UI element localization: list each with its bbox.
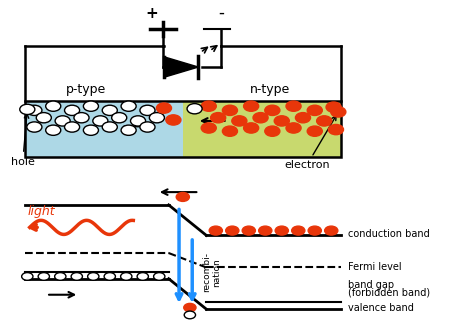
Text: -: - — [219, 4, 224, 22]
Circle shape — [22, 273, 33, 280]
Circle shape — [64, 122, 80, 132]
Circle shape — [259, 226, 272, 235]
Circle shape — [46, 101, 61, 111]
Text: n-type: n-type — [250, 83, 290, 96]
Text: light: light — [27, 204, 55, 217]
Bar — [183, 101, 341, 157]
Circle shape — [253, 113, 268, 123]
Text: +: + — [146, 6, 159, 21]
Circle shape — [307, 105, 322, 116]
Circle shape — [317, 116, 332, 126]
Circle shape — [222, 126, 237, 136]
Circle shape — [46, 125, 61, 135]
Circle shape — [244, 101, 259, 111]
Circle shape — [242, 226, 255, 235]
Bar — [25, 101, 341, 157]
Text: p-type: p-type — [66, 83, 106, 96]
Circle shape — [222, 105, 237, 116]
Circle shape — [71, 273, 82, 280]
Text: hole: hole — [11, 114, 35, 167]
Circle shape — [226, 226, 239, 235]
Circle shape — [55, 273, 66, 280]
Circle shape — [265, 105, 280, 116]
Circle shape — [93, 116, 108, 126]
Circle shape — [140, 122, 155, 132]
Text: conduction band: conduction band — [348, 229, 429, 239]
Circle shape — [27, 122, 42, 132]
Circle shape — [201, 123, 216, 133]
Text: valence band: valence band — [348, 303, 414, 313]
Circle shape — [308, 226, 321, 235]
Circle shape — [156, 103, 172, 113]
Circle shape — [83, 125, 99, 135]
Text: band gap: band gap — [348, 280, 394, 290]
Circle shape — [201, 101, 216, 111]
Circle shape — [38, 273, 49, 280]
Circle shape — [104, 273, 116, 280]
Circle shape — [27, 105, 42, 116]
Circle shape — [130, 116, 146, 126]
Circle shape — [295, 113, 310, 123]
Text: recombi-
nation: recombi- nation — [201, 252, 221, 292]
Circle shape — [154, 273, 165, 280]
Circle shape — [36, 113, 51, 123]
Circle shape — [137, 273, 148, 280]
Polygon shape — [164, 57, 198, 77]
Circle shape — [121, 101, 136, 111]
Circle shape — [209, 226, 222, 235]
Circle shape — [55, 116, 70, 126]
Text: (forbidden band): (forbidden band) — [348, 287, 430, 297]
Circle shape — [187, 104, 202, 114]
Circle shape — [121, 125, 136, 135]
Circle shape — [331, 107, 346, 117]
Circle shape — [88, 273, 99, 280]
Circle shape — [102, 105, 117, 116]
Circle shape — [184, 303, 196, 312]
Circle shape — [292, 226, 305, 235]
Circle shape — [326, 102, 341, 112]
Circle shape — [120, 273, 132, 280]
Circle shape — [210, 113, 226, 123]
Circle shape — [325, 226, 338, 235]
Circle shape — [275, 226, 288, 235]
Circle shape — [244, 123, 259, 133]
Text: electron: electron — [284, 116, 336, 170]
Circle shape — [184, 311, 196, 319]
Circle shape — [20, 104, 35, 115]
Circle shape — [112, 113, 127, 123]
Text: Fermi level: Fermi level — [348, 262, 401, 272]
Circle shape — [140, 105, 155, 116]
Bar — [25, 101, 183, 157]
Circle shape — [149, 113, 164, 123]
Circle shape — [286, 101, 301, 111]
Circle shape — [328, 125, 344, 135]
Circle shape — [232, 116, 247, 126]
Circle shape — [286, 123, 301, 133]
Circle shape — [166, 115, 181, 125]
Circle shape — [307, 126, 322, 136]
Circle shape — [274, 116, 289, 126]
Circle shape — [83, 101, 99, 111]
Circle shape — [74, 113, 89, 123]
Circle shape — [176, 192, 190, 201]
Circle shape — [102, 122, 117, 132]
Circle shape — [265, 126, 280, 136]
Circle shape — [64, 105, 80, 116]
